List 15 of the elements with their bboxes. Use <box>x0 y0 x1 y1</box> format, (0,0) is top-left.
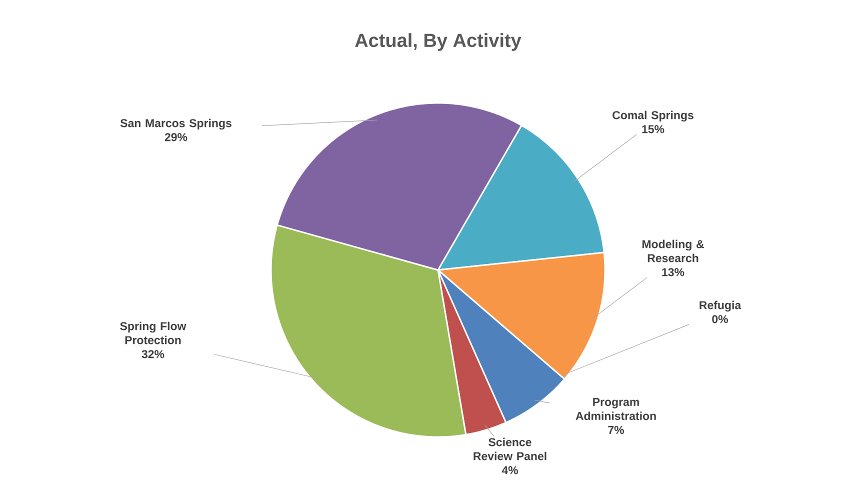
text: 0% <box>712 315 728 324</box>
data-label: 15% <box>642 125 664 134</box>
slice-label: Program Administration <box>576 398 656 420</box>
slice-label: San Marcos Springs <box>120 118 232 130</box>
data-label: 29% <box>164 133 188 142</box>
data-label: 4% <box>502 466 518 474</box>
slice-label: Spring Flow Protection <box>120 322 186 344</box>
slice-label: Modeling & Research <box>642 240 704 262</box>
data-label: 32% <box>142 350 164 358</box>
category-label: Refugia <box>700 300 742 312</box>
chart-title: Actual, By Activity <box>355 33 522 51</box>
data-label: 13% <box>662 268 684 276</box>
data-label: 7% <box>608 426 624 434</box>
slice-label: Comal Springs <box>612 110 694 122</box>
slice-label: Science Review Panel <box>474 438 546 460</box>
